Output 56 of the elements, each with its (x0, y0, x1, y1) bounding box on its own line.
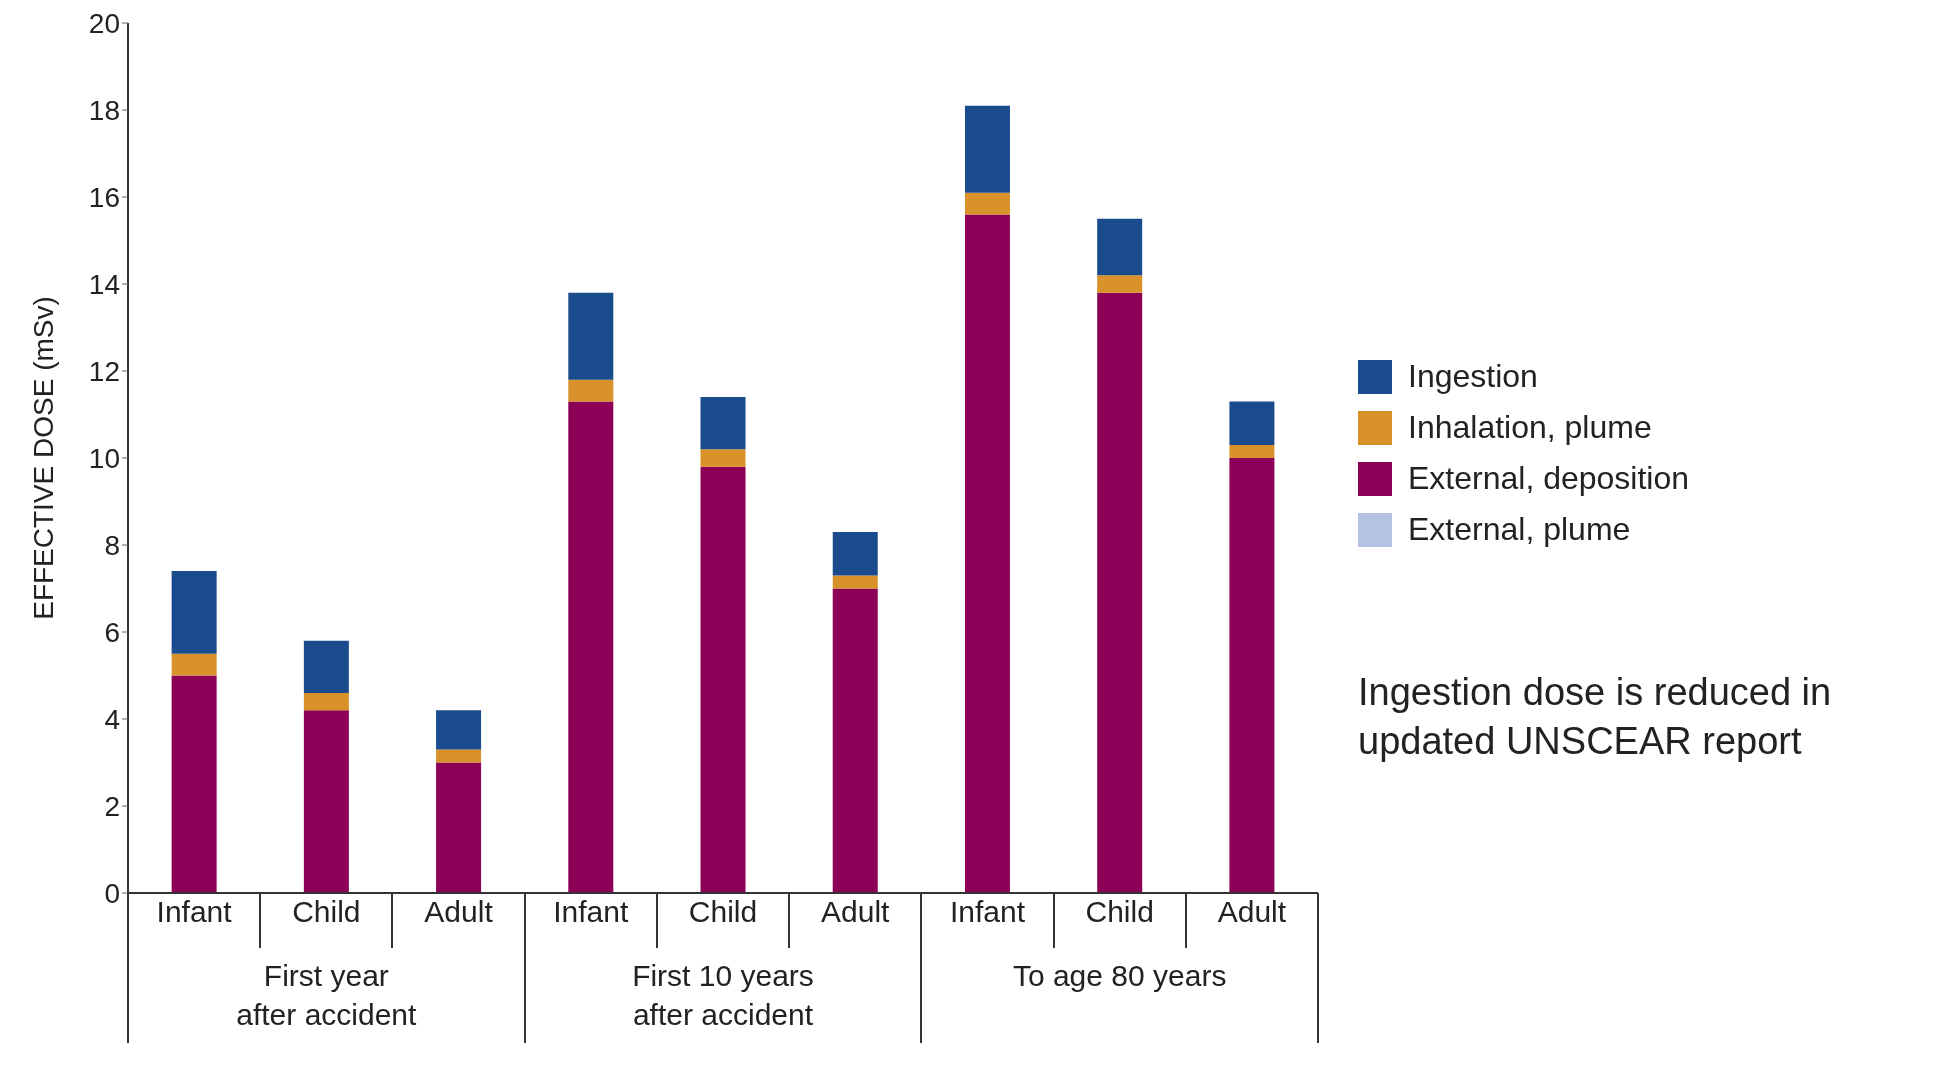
text: Ingestion dose is reduced in updated UNSCEAR report (1358, 670, 1832, 765)
bar (1097, 292, 1143, 893)
legend-label: Inhalation, plume (1408, 409, 1652, 446)
text: First year after accident (235, 958, 418, 1033)
y-tick-label: 6 (104, 616, 120, 648)
x-tick-label: Infant (553, 895, 629, 929)
x-tick-label: Infant (156, 895, 233, 929)
legend-label: Ingestion (1408, 358, 1538, 395)
bar (436, 710, 482, 750)
bar (1097, 218, 1143, 276)
bar (171, 571, 217, 654)
x-tick-label: Adult (821, 895, 891, 929)
y-axis-title: EFFECTIVE DOSE (mSv) (27, 296, 59, 620)
bar (303, 710, 349, 893)
x-tick-label: Infant (949, 895, 1026, 929)
x-tick-label: Adult (1217, 895, 1287, 929)
bar (832, 531, 878, 576)
y-tick-label: 8 (104, 529, 120, 561)
bar (436, 762, 482, 893)
bar (1229, 458, 1275, 893)
bar (568, 401, 614, 893)
bar (964, 192, 1010, 215)
y-tick-label: 4 (104, 703, 120, 735)
x-tick-label: Adult (424, 895, 494, 929)
y-tick-label: 16 (88, 181, 120, 213)
bar (171, 653, 217, 676)
bar (832, 575, 878, 589)
y-tick-label: 18 (88, 94, 120, 126)
bar (700, 397, 746, 450)
text: To age 80 years (1011, 958, 1228, 994)
y-tick-label: 12 (88, 355, 120, 387)
bar (171, 675, 217, 893)
text: First 10 years after accident (631, 958, 815, 1033)
y-tick-label: 14 (88, 268, 120, 300)
bar (832, 588, 878, 893)
legend-label: External, deposition (1408, 460, 1690, 497)
bar (964, 105, 1010, 193)
bar (568, 379, 614, 402)
bar (303, 640, 349, 693)
bar (1229, 401, 1275, 445)
x-tick-label: Child (292, 895, 361, 929)
bar (700, 466, 746, 893)
bar (568, 292, 614, 380)
bar (1229, 444, 1275, 458)
bar (1097, 275, 1143, 293)
bar (964, 214, 1010, 893)
legend-label: External, plume (1408, 511, 1631, 548)
bar (303, 692, 349, 711)
bar (700, 449, 746, 467)
y-tick-label: 0 (104, 877, 120, 909)
bar (436, 749, 482, 763)
x-tick-label: Child (1085, 895, 1154, 929)
y-tick-label: 10 (88, 442, 120, 474)
y-tick-label: 20 (88, 7, 120, 39)
y-tick-label: 2 (104, 790, 120, 822)
x-tick-label: Child (688, 895, 758, 929)
